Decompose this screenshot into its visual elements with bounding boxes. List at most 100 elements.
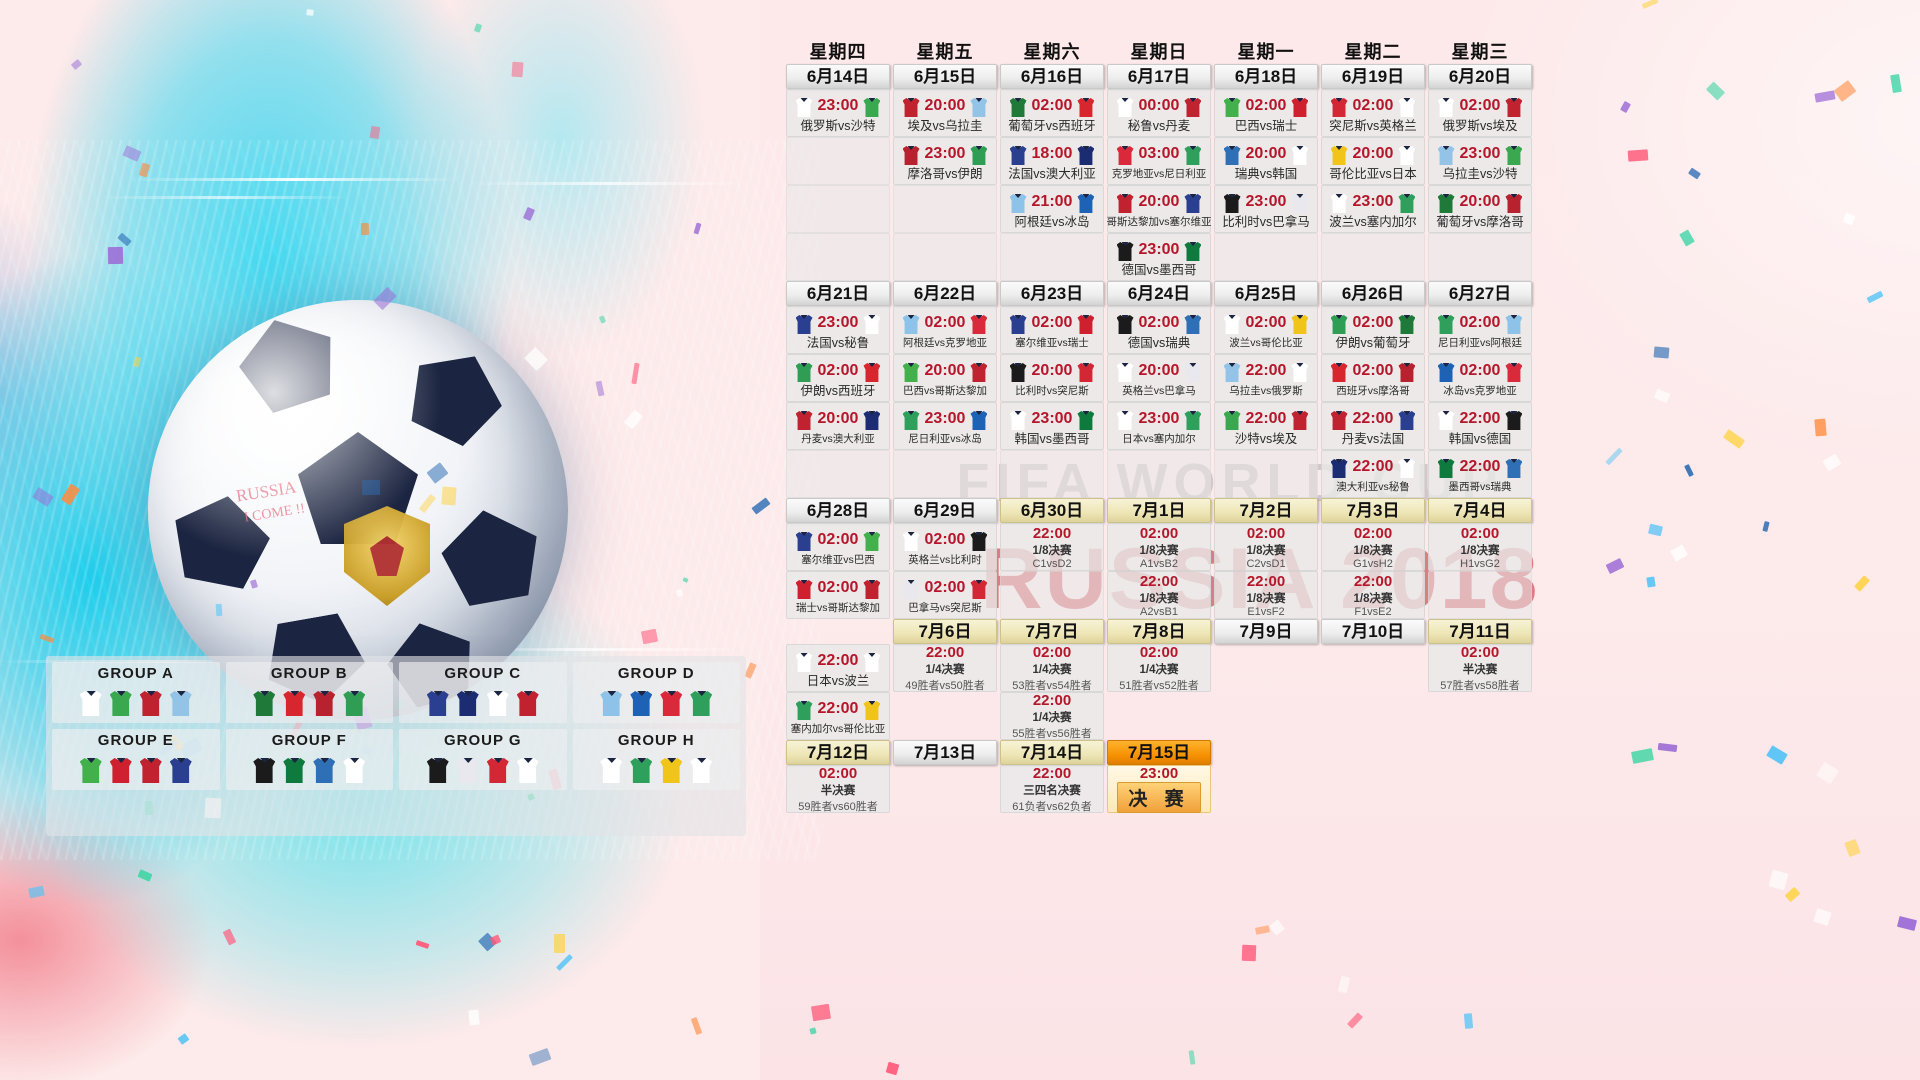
match-cell[interactable]: 22:00 韩国vs德国 [1428,402,1532,450]
date-header-6月25日[interactable]: 6月25日 [1214,281,1318,306]
date-header-7月2日[interactable]: 7月2日 [1214,498,1318,523]
date-header-7月11日[interactable]: 7月11日 [1428,619,1532,644]
date-header-6月27日[interactable]: 6月27日 [1428,281,1532,306]
match-cell[interactable]: 02:00 突尼斯vs英格兰 [1321,89,1425,137]
group-box-group-g[interactable]: GROUP G [399,729,567,790]
match-cell[interactable]: 20:00 瑞典vs韩国 [1214,137,1318,185]
date-header-6月23日[interactable]: 6月23日 [1000,281,1104,306]
date-header-6月29日[interactable]: 6月29日 [893,498,997,523]
match-cell[interactable]: 22:00 乌拉圭vs俄罗斯 [1214,354,1318,402]
date-header-7月12日[interactable]: 7月12日 [786,740,890,765]
date-header-6月14日[interactable]: 6月14日 [786,64,890,89]
match-cell[interactable]: 23:00 摩洛哥vs伊朗 [893,137,997,185]
knockout-match-cell[interactable]: 22:00 1/4决赛 49胜者vs50胜者 [893,644,997,692]
match-cell[interactable]: 23:00 德国vs墨西哥 [1107,233,1211,281]
date-header-6月28日[interactable]: 6月28日 [786,498,890,523]
date-header-7月7日[interactable]: 7月7日 [1000,619,1104,644]
date-header-7月4日[interactable]: 7月4日 [1428,498,1532,523]
date-header-6月17日[interactable]: 6月17日 [1107,64,1211,89]
match-cell[interactable]: 23:00 尼日利亚vs冰岛 [893,402,997,450]
group-box-group-b[interactable]: GROUP B [226,662,394,723]
match-cell[interactable]: 02:00 塞尔维亚vs巴西 [786,523,890,571]
date-header-7月13日[interactable]: 7月13日 [893,740,997,765]
match-cell[interactable]: 02:00 巴拿马vs突尼斯 [893,571,997,619]
match-cell[interactable]: 02:00 西班牙vs摩洛哥 [1321,354,1425,402]
match-cell[interactable]: 02:00 阿根廷vs克罗地亚 [893,306,997,354]
match-cell[interactable]: 02:00 塞尔维亚vs瑞士 [1000,306,1104,354]
group-box-group-h[interactable]: GROUP H [573,729,741,790]
group-box-group-e[interactable]: GROUP E [52,729,220,790]
knockout-match-cell[interactable]: 02:00 1/8决赛 H1vsG2 [1428,523,1532,571]
match-cell[interactable]: 20:00 哥斯达黎加vs塞尔维亚 [1107,185,1211,233]
match-cell[interactable]: 22:00 丹麦vs法国 [1321,402,1425,450]
match-cell[interactable]: 23:00 俄罗斯vs沙特 [786,89,890,137]
match-cell[interactable]: 22:00 沙特vs埃及 [1214,402,1318,450]
match-cell[interactable]: 20:00 葡萄牙vs摩洛哥 [1428,185,1532,233]
date-header-7月1日[interactable]: 7月1日 [1107,498,1211,523]
date-header-7月6日[interactable]: 7月6日 [893,619,997,644]
match-cell[interactable]: 02:00 德国vs瑞典 [1107,306,1211,354]
knockout-match-cell[interactable]: 22:00 1/8决赛 A2vsB1 [1107,571,1211,619]
group-box-group-f[interactable]: GROUP F [226,729,394,790]
match-cell[interactable]: 18:00 法国vs澳大利亚 [1000,137,1104,185]
date-header-7月15日[interactable]: 7月15日 [1107,740,1211,765]
date-header-6月20日[interactable]: 6月20日 [1428,64,1532,89]
knockout-match-cell[interactable]: 02:00 1/4决赛 53胜者vs54胜者 [1000,644,1104,692]
date-header-7月14日[interactable]: 7月14日 [1000,740,1104,765]
date-header-7月10日[interactable]: 7月10日 [1321,619,1425,644]
date-header-7月8日[interactable]: 7月8日 [1107,619,1211,644]
group-box-group-d[interactable]: GROUP D [573,662,741,723]
group-box-group-a[interactable]: GROUP A [52,662,220,723]
date-header-6月18日[interactable]: 6月18日 [1214,64,1318,89]
match-cell[interactable]: 00:00 秘鲁vs丹麦 [1107,89,1211,137]
knockout-match-cell[interactable]: 02:00 1/4决赛 51胜者vs52胜者 [1107,644,1211,692]
knockout-match-cell[interactable]: 02:00 1/8决赛 C2vsD1 [1214,523,1318,571]
group-box-group-c[interactable]: GROUP C [399,662,567,723]
match-cell[interactable]: 02:00 伊朗vs西班牙 [786,354,890,402]
knockout-match-cell[interactable]: 02:00 1/8决赛 A1vsB2 [1107,523,1211,571]
match-cell[interactable]: 23:00 乌拉圭vs沙特 [1428,137,1532,185]
knockout-match-cell[interactable]: 22:00 1/8决赛 E1vsF2 [1214,571,1318,619]
knockout-match-cell[interactable]: 22:00 三四名决赛 61负者vs62负者 [1000,765,1104,813]
match-cell[interactable]: 23:00 比利时vs巴拿马 [1214,185,1318,233]
match-cell[interactable]: 20:00 英格兰vs巴拿马 [1107,354,1211,402]
match-cell[interactable]: 02:00 瑞士vs哥斯达黎加 [786,571,890,619]
date-header-6月16日[interactable]: 6月16日 [1000,64,1104,89]
date-header-6月15日[interactable]: 6月15日 [893,64,997,89]
date-header-7月3日[interactable]: 7月3日 [1321,498,1425,523]
match-cell[interactable]: 20:00 丹麦vs澳大利亚 [786,402,890,450]
match-cell[interactable]: 20:00 巴西vs哥斯达黎加 [893,354,997,402]
final-match-cell[interactable]: 23:00 决 赛 [1107,765,1211,813]
match-cell[interactable]: 02:00 俄罗斯vs埃及 [1428,89,1532,137]
date-header-6月22日[interactable]: 6月22日 [893,281,997,306]
date-header-6月19日[interactable]: 6月19日 [1321,64,1425,89]
knockout-match-cell[interactable]: 22:00 1/4决赛 55胜者vs56胜者 [1000,692,1104,740]
date-header-6月30日[interactable]: 6月30日 [1000,498,1104,523]
knockout-match-cell[interactable]: 22:00 1/8决赛 C1vsD2 [1000,523,1104,571]
date-header-6月26日[interactable]: 6月26日 [1321,281,1425,306]
match-cell[interactable]: 02:00 冰岛vs克罗地亚 [1428,354,1532,402]
match-cell[interactable]: 23:00 法国vs秘鲁 [786,306,890,354]
knockout-match-cell[interactable]: 02:00 半决赛 59胜者vs60胜者 [786,765,890,813]
date-header-6月24日[interactable]: 6月24日 [1107,281,1211,306]
knockout-match-cell[interactable]: 02:00 半决赛 57胜者vs58胜者 [1428,644,1532,692]
match-cell[interactable]: 23:00 日本vs塞内加尔 [1107,402,1211,450]
match-cell[interactable]: 23:00 韩国vs墨西哥 [1000,402,1104,450]
match-cell[interactable]: 22:00 日本vs波兰 [786,644,890,692]
match-cell[interactable]: 23:00 波兰vs塞内加尔 [1321,185,1425,233]
match-cell[interactable]: 20:00 比利时vs突尼斯 [1000,354,1104,402]
match-cell[interactable]: 02:00 伊朗vs葡萄牙 [1321,306,1425,354]
date-header-7月9日[interactable]: 7月9日 [1214,619,1318,644]
match-cell[interactable]: 21:00 阿根廷vs冰岛 [1000,185,1104,233]
match-cell[interactable]: 02:00 英格兰vs比利时 [893,523,997,571]
date-header-6月21日[interactable]: 6月21日 [786,281,890,306]
match-cell[interactable]: 03:00 克罗地亚vs尼日利亚 [1107,137,1211,185]
match-cell[interactable]: 20:00 哥伦比亚vs日本 [1321,137,1425,185]
match-cell[interactable]: 02:00 尼日利亚vs阿根廷 [1428,306,1532,354]
match-cell[interactable]: 22:00 澳大利亚vs秘鲁 [1321,450,1425,498]
match-cell[interactable]: 22:00 墨西哥vs瑞典 [1428,450,1532,498]
match-cell[interactable]: 02:00 波兰vs哥伦比亚 [1214,306,1318,354]
match-cell[interactable]: 02:00 葡萄牙vs西班牙 [1000,89,1104,137]
match-cell[interactable]: 20:00 埃及vs乌拉圭 [893,89,997,137]
knockout-match-cell[interactable]: 22:00 1/8决赛 F1vsE2 [1321,571,1425,619]
